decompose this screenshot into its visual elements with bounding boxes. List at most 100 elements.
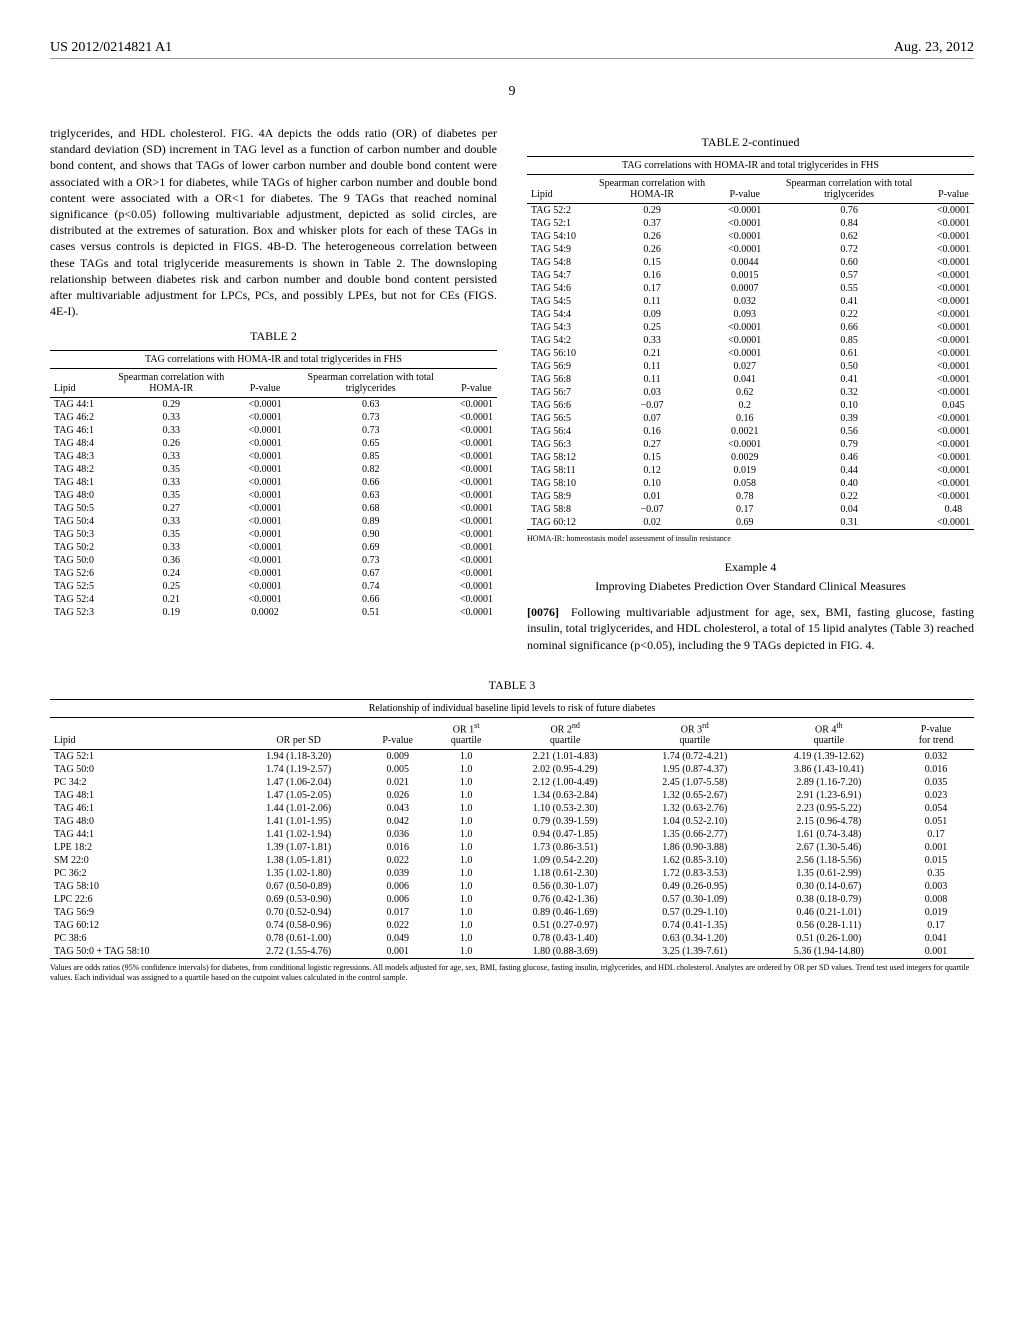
table-cell: 1.94 (1.18-3.20)	[234, 750, 364, 764]
table-cell: TAG 52:1	[50, 750, 234, 764]
table3: Lipid OR per SD P-value OR 1stquartile O…	[50, 718, 974, 958]
table-cell: <0.0001	[933, 269, 974, 282]
table-cell: 0.89	[286, 515, 456, 528]
table-cell: <0.0001	[456, 489, 497, 502]
table-cell: <0.0001	[724, 204, 765, 218]
table-row: TAG 52:30.190.00020.51<0.0001	[50, 606, 497, 619]
table-cell: <0.0001	[933, 360, 974, 373]
table-cell: TAG 46:1	[50, 424, 98, 437]
table-cell: 0.33	[98, 424, 244, 437]
table-row: TAG 52:11.94 (1.18-3.20)0.0091.02.21 (1.…	[50, 750, 974, 764]
table-cell: 0.44	[765, 464, 933, 477]
table2-title: TABLE 2	[50, 329, 497, 344]
table-cell: TAG 44:1	[50, 828, 234, 841]
table-cell: <0.0001	[933, 438, 974, 451]
table-cell: 0.68	[286, 502, 456, 515]
table-cell: 0.78 (0.43-1.40)	[500, 932, 630, 945]
table-row: PC 36:21.35 (1.02-1.80)0.0391.01.18 (0.6…	[50, 867, 974, 880]
table-row: TAG 58:110.120.0190.44<0.0001	[527, 464, 974, 477]
th-or-sd: OR per SD	[234, 718, 364, 750]
table-cell: <0.0001	[933, 282, 974, 295]
th-pval2: P-value	[933, 175, 974, 204]
table-cell: TAG 60:12	[527, 516, 580, 529]
table-cell: 0.041	[724, 373, 765, 386]
table-cell: <0.0001	[933, 373, 974, 386]
table-cell: LPE 18:2	[50, 841, 234, 854]
table-cell: <0.0001	[724, 438, 765, 451]
table-row: TAG 54:30.25<0.00010.66<0.0001	[527, 321, 974, 334]
table-cell: 1.0	[432, 802, 500, 815]
table-cell: 0.46 (0.21-1.01)	[760, 906, 899, 919]
table-cell: <0.0001	[933, 490, 974, 503]
para-text: Following multivariable adjustment for a…	[527, 605, 974, 651]
table-cell: 0.01	[580, 490, 724, 503]
table-cell: TAG 50:4	[50, 515, 98, 528]
table-cell: <0.0001	[933, 230, 974, 243]
table-cell: <0.0001	[244, 541, 285, 554]
table-cell: 0.17	[580, 282, 724, 295]
table-cell: <0.0001	[456, 580, 497, 593]
table-cell: 0.30 (0.14-0.67)	[760, 880, 899, 893]
table-cell: 0.051	[898, 815, 974, 828]
table-row: PC 34:21.47 (1.06-2.04)0.0211.02.12 (1.0…	[50, 776, 974, 789]
table-cell: 0.41	[765, 373, 933, 386]
table-cell: 0.043	[363, 802, 431, 815]
table-cell: 0.019	[724, 464, 765, 477]
table-cell: TAG 54:3	[527, 321, 580, 334]
table-cell: <0.0001	[933, 412, 974, 425]
table-row: TAG 54:60.170.00070.55<0.0001	[527, 282, 974, 295]
table-cell: TAG 54:6	[527, 282, 580, 295]
table-cell: 0.74 (0.58-0.96)	[234, 919, 364, 932]
table-cell: TAG 48:1	[50, 789, 234, 802]
table-cell: <0.0001	[933, 217, 974, 230]
table-cell: <0.0001	[933, 347, 974, 360]
table-cell: 0.63	[286, 398, 456, 412]
table-cell: <0.0001	[456, 541, 497, 554]
table-cell: <0.0001	[724, 334, 765, 347]
table-cell: <0.0001	[244, 593, 285, 606]
table-cell: <0.0001	[244, 515, 285, 528]
table-cell: 0.001	[898, 841, 974, 854]
table-cell: <0.0001	[933, 295, 974, 308]
table-cell: 1.04 (0.52-2.10)	[630, 815, 760, 828]
example4-title: Improving Diabetes Prediction Over Stand…	[567, 579, 934, 595]
table-cell: <0.0001	[456, 411, 497, 424]
table-cell: 2.21 (1.01-4.83)	[500, 750, 630, 764]
table-cell: 0.032	[898, 750, 974, 764]
table-cell: 2.91 (1.23-6.91)	[760, 789, 899, 802]
table-cell: 0.2	[724, 399, 765, 412]
table-cell: TAG 58:11	[527, 464, 580, 477]
table-cell: <0.0001	[244, 567, 285, 580]
th-tg: Spearman correlation with total triglyce…	[286, 369, 456, 398]
table2-footnote: HOMA-IR: homeostasis model assessment of…	[527, 534, 974, 544]
table-cell: 0.67 (0.50-0.89)	[234, 880, 364, 893]
table-cell: 0.022	[363, 919, 431, 932]
table-row: TAG 44:11.41 (1.02-1.94)0.0361.00.94 (0.…	[50, 828, 974, 841]
table-cell: 1.74 (1.19-2.57)	[234, 763, 364, 776]
table-cell: 0.10	[580, 477, 724, 490]
table-row: LPC 22:60.69 (0.53-0.90)0.0061.00.76 (0.…	[50, 893, 974, 906]
table-row: TAG 50:50.27<0.00010.68<0.0001	[50, 502, 497, 515]
left-column: triglycerides, and HDL cholesterol. FIG.…	[50, 125, 497, 653]
table-cell: <0.0001	[933, 516, 974, 529]
table-cell: 0.003	[898, 880, 974, 893]
table-cell: 0.17	[724, 503, 765, 516]
table-row: TAG 58:120.150.00290.46<0.0001	[527, 451, 974, 464]
table-cell: 0.73	[286, 411, 456, 424]
table2-cont-subtitle: TAG correlations with HOMA-IR and total …	[527, 156, 974, 175]
table-cell: 0.039	[363, 867, 431, 880]
table-cell: 1.41 (1.02-1.94)	[234, 828, 364, 841]
table3-footnote: Values are odds ratios (95% confidence i…	[50, 963, 974, 982]
table-cell: TAG 50:3	[50, 528, 98, 541]
table-cell: 1.0	[432, 841, 500, 854]
th-pval: P-value	[363, 718, 431, 750]
table-cell: 1.35 (1.02-1.80)	[234, 867, 364, 880]
page-number: 9	[50, 84, 974, 100]
table-row: TAG 58:100.100.0580.40<0.0001	[527, 477, 974, 490]
th-q3: OR 3rdquartile	[630, 718, 760, 750]
table-cell: <0.0001	[244, 424, 285, 437]
table-cell: 0.25	[580, 321, 724, 334]
table-cell: 0.001	[898, 945, 974, 958]
table-cell: 0.85	[765, 334, 933, 347]
table-cell: 0.11	[580, 295, 724, 308]
